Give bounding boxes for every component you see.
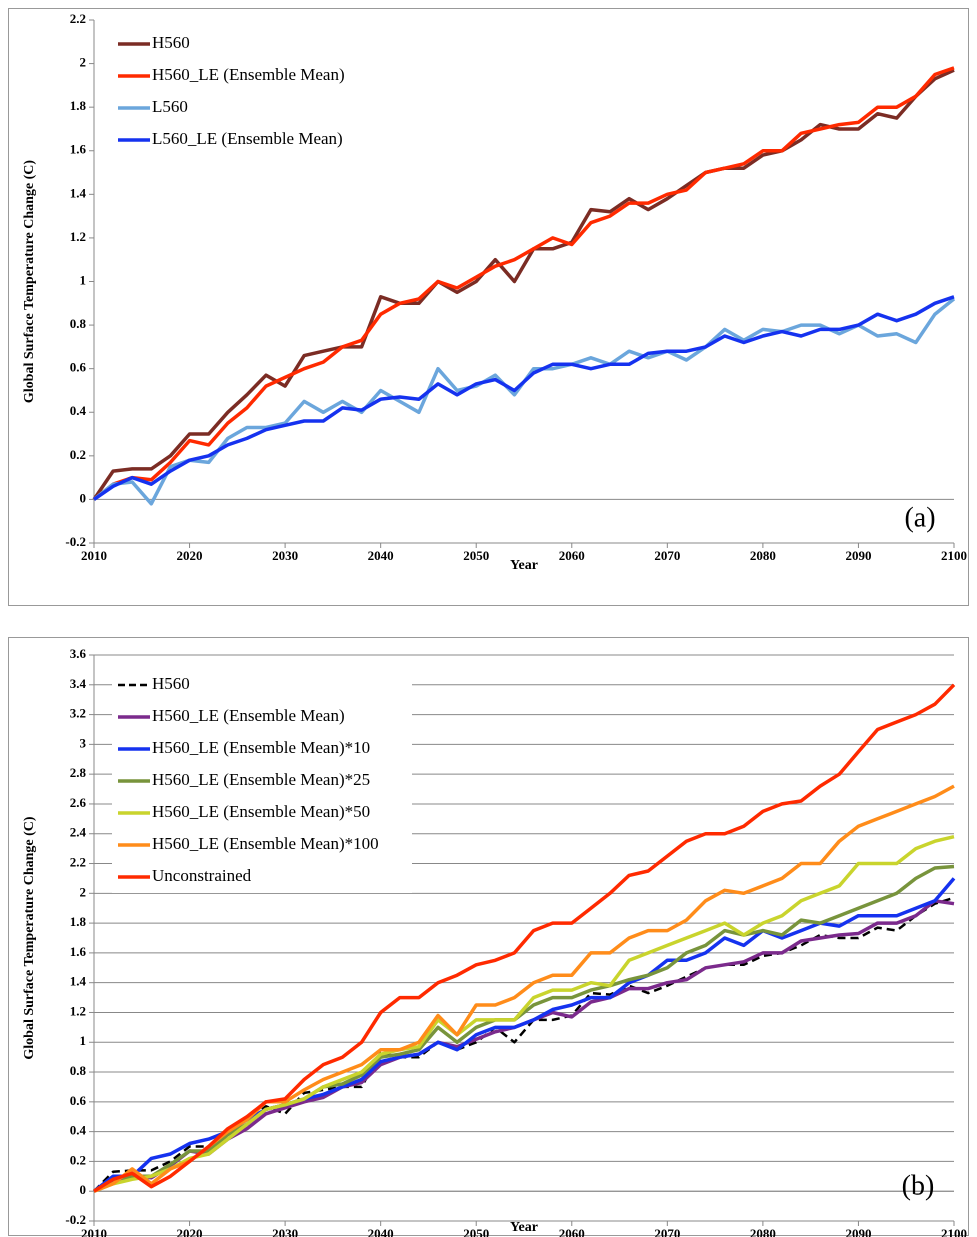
y-tick-label: 3.6 [70,646,87,661]
y-tick-label: 0.6 [70,360,87,375]
legend-label: Unconstrained [152,866,252,885]
y-tick-label: 1.8 [70,914,87,929]
y-tick-label: -0.2 [65,534,86,549]
legend-label: L560 [152,97,188,116]
y-tick-label: -0.2 [65,1212,86,1227]
y-tick-label: 1.6 [70,142,87,157]
x-tick-label: 2090 [845,1226,871,1237]
x-axis-title: Year [510,1220,538,1235]
series-line [93,834,955,1193]
x-tick-label: 2030 [272,1226,298,1237]
y-tick-label: 0.4 [70,1123,87,1138]
x-tick-label: 2050 [463,548,489,563]
y-tick-label: 2.2 [70,855,86,870]
y-tick-label: 0.8 [70,316,87,331]
y-tick-label: 0.2 [70,1152,86,1167]
legend-label: H560 [152,33,190,52]
x-tick-label: 2100 [941,1226,967,1237]
y-tick-label: 2.8 [70,765,87,780]
x-tick-label: 2080 [750,1226,776,1237]
y-tick-label: 0.8 [70,1063,87,1078]
y-tick-label: 0.2 [70,447,86,462]
y-tick-label: 1 [80,272,87,287]
y-tick-label: 2.6 [70,795,87,810]
x-tick-label: 2090 [845,548,871,563]
x-tick-label: 2070 [654,1226,680,1237]
y-axis-title: Global Surface Temperature Change (C) [22,160,37,404]
series-line [93,295,955,501]
y-tick-label: 3.4 [70,676,87,691]
series-line [93,896,955,1193]
y-tick-label: 1.6 [70,944,87,959]
y-tick-label: 0.4 [70,403,87,418]
x-tick-label: 2100 [941,548,967,563]
x-tick-label: 2040 [368,548,394,563]
annotation: (b) [902,1170,935,1201]
x-tick-label: 2040 [368,1226,394,1237]
series-line [92,66,955,501]
y-tick-label: 2.2 [70,11,86,26]
y-axis-title: Global Surface Temperature Change (C) [22,816,37,1060]
x-tick-label: 2060 [559,1226,585,1237]
x-tick-label: 2060 [559,548,585,563]
legend-label: H560_LE (Ensemble Mean)*25 [152,770,370,789]
legend-label: L560_LE (Ensemble Mean) [152,129,343,148]
y-tick-label: 3.2 [70,706,86,721]
legend-label: H560_LE (Ensemble Mean) [152,65,345,84]
x-tick-label: 2010 [81,1226,107,1237]
series-line [93,683,956,1193]
legend-label: H560 [152,674,190,693]
legend-label: H560_LE (Ensemble Mean) [152,706,345,725]
x-tick-label: 2020 [177,1226,203,1237]
legend-label: H560_LE (Ensemble Mean)*100 [152,834,379,853]
legend-box [112,669,412,893]
y-tick-label: 0 [80,1182,87,1197]
x-tick-label: 2070 [654,548,680,563]
y-tick-label: 0.6 [70,1093,87,1108]
x-tick-label: 2030 [272,548,298,563]
y-tick-label: 3 [80,735,87,750]
x-tick-label: 2010 [81,548,107,563]
y-tick-label: 1.8 [70,98,87,113]
y-tick-label: 1.4 [70,185,87,200]
y-tick-label: 1 [80,1033,87,1048]
series-line [93,784,955,1193]
y-tick-label: 1.4 [70,974,87,989]
legend-box [112,28,412,156]
y-tick-label: 2.4 [70,825,87,840]
x-tick-label: 2080 [750,548,776,563]
y-tick-label: 1.2 [70,229,86,244]
y-tick-label: 0 [80,490,87,505]
legend-label: H560_LE (Ensemble Mean)*10 [152,738,370,757]
series-line [93,864,955,1193]
annotation: (a) [904,502,935,533]
x-axis-title: Year [510,558,538,573]
x-tick-label: 2050 [463,1226,489,1237]
x-tick-label: 2020 [177,548,203,563]
y-tick-label: 2 [80,55,87,70]
y-tick-label: 1.2 [70,1003,86,1018]
legend-label: H560_LE (Ensemble Mean)*50 [152,802,370,821]
y-tick-label: 2 [80,884,87,899]
